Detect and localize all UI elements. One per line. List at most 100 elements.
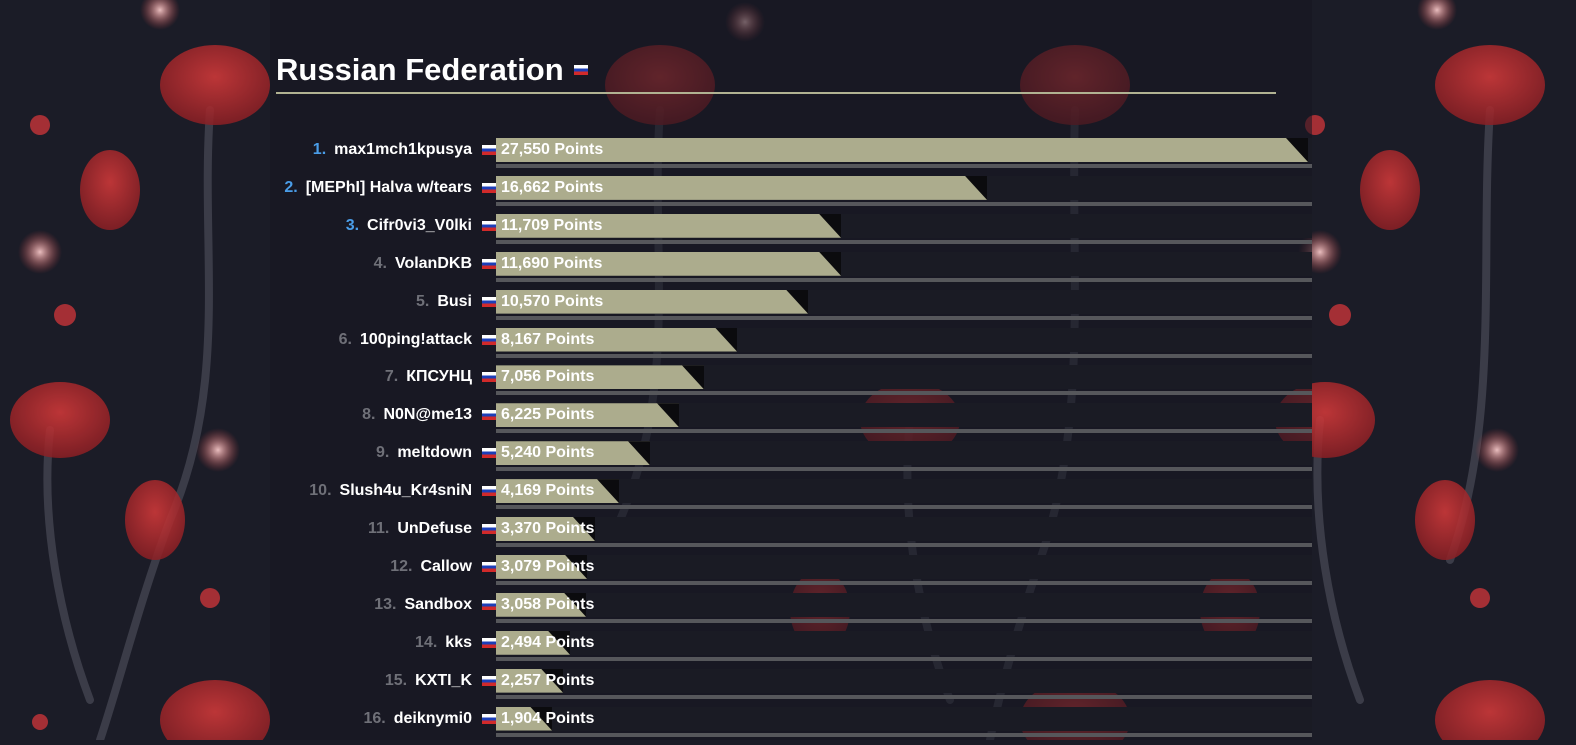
leaderboard-row[interactable]: 10,570 Points 5. Busi [0, 289, 1576, 328]
leaderboard-row[interactable]: 2,257 Points 15. KXTI_K [0, 668, 1576, 707]
score-baseline [496, 694, 1312, 699]
team-name-link[interactable]: deiknymi0 [393, 709, 472, 727]
team-name-link[interactable]: Cifr0vi3_V0lki [367, 216, 472, 234]
team-name-link[interactable]: KXTI_K [415, 671, 472, 689]
team-name-link[interactable]: kks [445, 633, 472, 651]
score-track [496, 706, 1312, 731]
score-baseline [496, 580, 1312, 585]
score-baseline [496, 543, 1312, 547]
russia-flag-icon [482, 296, 496, 307]
rank-number: 4. [373, 254, 387, 272]
rank-number: 10. [309, 482, 332, 500]
team-name-link[interactable]: КПСУНЦ [406, 368, 472, 386]
rank-number: 14. [415, 633, 438, 651]
points-label: 4,169 Points [501, 482, 595, 500]
russia-flag-icon [482, 258, 496, 269]
leaderboard-row[interactable]: 3,370 Points 11. UnDefuse [0, 517, 1576, 555]
page-title: Russian Federation [276, 50, 588, 90]
points-label: 3,370 Points [501, 520, 595, 537]
team-name-link[interactable]: Callow [420, 557, 472, 575]
team-info: 8. N0N@me13 [362, 403, 496, 427]
score-baseline [496, 353, 1312, 358]
score-bar [496, 289, 808, 314]
leaderboard-row[interactable]: 11,709 Points 3. Cifr0vi3_V0lki [0, 213, 1576, 252]
team-name-link[interactable]: VolanDKB [394, 254, 472, 272]
score-bar [496, 327, 737, 352]
points-label: 3,058 Points [501, 595, 595, 613]
leaderboard-row[interactable]: 5,240 Points 9. meltdown [0, 441, 1576, 479]
leaderboard-row[interactable]: 6,225 Points 8. N0N@me13 [0, 403, 1576, 441]
russia-flag-icon [573, 65, 588, 75]
russia-flag-icon [482, 561, 496, 572]
score-track [496, 668, 1312, 693]
points-label: 8,167 Points [501, 330, 595, 348]
rank-number: 8. [362, 406, 376, 424]
score-bar [496, 441, 650, 466]
team-info: 4. VolanDKB [374, 252, 496, 276]
team-info: 3. Cifr0vi3_V0lki [346, 214, 496, 238]
score-baseline [496, 201, 1312, 206]
leaderboard-row[interactable]: 1,904 Points 16. deiknymi0 [0, 706, 1576, 745]
points-label: 3,079 Points [501, 557, 595, 575]
score-bar [496, 175, 987, 200]
score-track [496, 479, 1312, 504]
team-name-link[interactable]: [MEPhI] Halva w/tears [305, 178, 472, 196]
leaderboard-row[interactable]: 7,056 Points 7. КПСУНЦ [0, 365, 1576, 403]
team-info: 14. kks [415, 631, 496, 655]
team-name-link[interactable]: 100ping!attack [359, 330, 472, 348]
team-name-link[interactable]: meltdown [397, 444, 472, 462]
rank-number: 7. [384, 368, 399, 386]
team-name-link[interactable]: Sandbox [404, 595, 472, 613]
points-label: 2,494 Points [501, 633, 595, 651]
score-bar [496, 403, 679, 428]
team-name-link[interactable]: Busi [437, 292, 472, 310]
score-bar [496, 138, 1308, 162]
leaderboard-row[interactable]: 2,494 Points 14. kks [0, 630, 1576, 669]
points-label: 10,570 Points [501, 292, 604, 310]
score-track [496, 554, 1312, 579]
points-label: 27,550 Points [501, 141, 604, 158]
title-divider [276, 92, 1276, 94]
russia-flag-icon [482, 334, 496, 345]
rank-number: 12. [390, 557, 413, 575]
points-label: 6,225 Points [501, 406, 595, 424]
team-name-link[interactable]: Slush4u_Kr4sniN [339, 482, 472, 500]
rank-number: 9. [375, 444, 390, 462]
score-baseline [496, 656, 1312, 661]
leaderboard-row[interactable]: 4,169 Points 10. Slush4u_Kr4sniN [0, 479, 1576, 517]
leaderboard-row[interactable]: 8,167 Points 6. 100ping!attack [0, 327, 1576, 366]
team-name-link[interactable]: N0N@me13 [383, 406, 472, 424]
rank-number: 3. [345, 216, 360, 234]
russia-flag-icon [482, 145, 496, 155]
score-track [496, 630, 1312, 655]
points-label: 2,257 Points [501, 671, 595, 689]
leaderboard-row[interactable]: 3,079 Points 12. Callow [0, 554, 1576, 593]
russia-flag-icon [482, 675, 496, 686]
leaderboard-row[interactable]: 3,058 Points 13. Sandbox [0, 592, 1576, 631]
score-bar [496, 479, 619, 504]
points-label: 5,240 Points [501, 444, 595, 462]
rank-number: 15. [384, 671, 408, 689]
country-name: Russian Federation [276, 52, 564, 87]
leaderboard-row[interactable]: 11,690 Points 4. VolanDKB [0, 251, 1576, 290]
team-info: 9. meltdown [376, 441, 496, 465]
team-info: 1. max1mch1kpusya [313, 138, 496, 162]
team-name-link[interactable]: max1mch1kpusya [334, 141, 472, 158]
russia-flag-icon [482, 713, 496, 724]
russia-flag-icon [482, 599, 496, 610]
team-info: 6. 100ping!attack [339, 328, 496, 352]
points-label: 11,709 Points [501, 216, 603, 234]
score-baseline [496, 618, 1312, 623]
score-baseline [496, 315, 1312, 320]
russia-flag-icon [482, 486, 496, 497]
rank-number: 1. [312, 141, 327, 158]
score-baseline [496, 732, 1312, 737]
leaderboard-row[interactable]: 27,550 Points 1. max1mch1kpusya [0, 138, 1576, 176]
leaderboard-row[interactable]: 16,662 Points 2. [MEPhI] Halva w/tears [0, 175, 1576, 214]
score-baseline [496, 467, 1312, 472]
rank-number: 2. [284, 178, 298, 196]
team-info: 13. Sandbox [374, 593, 496, 617]
score-bar [496, 251, 841, 276]
points-label: 1,904 Points [501, 709, 595, 727]
team-name-link[interactable]: UnDefuse [397, 520, 472, 537]
